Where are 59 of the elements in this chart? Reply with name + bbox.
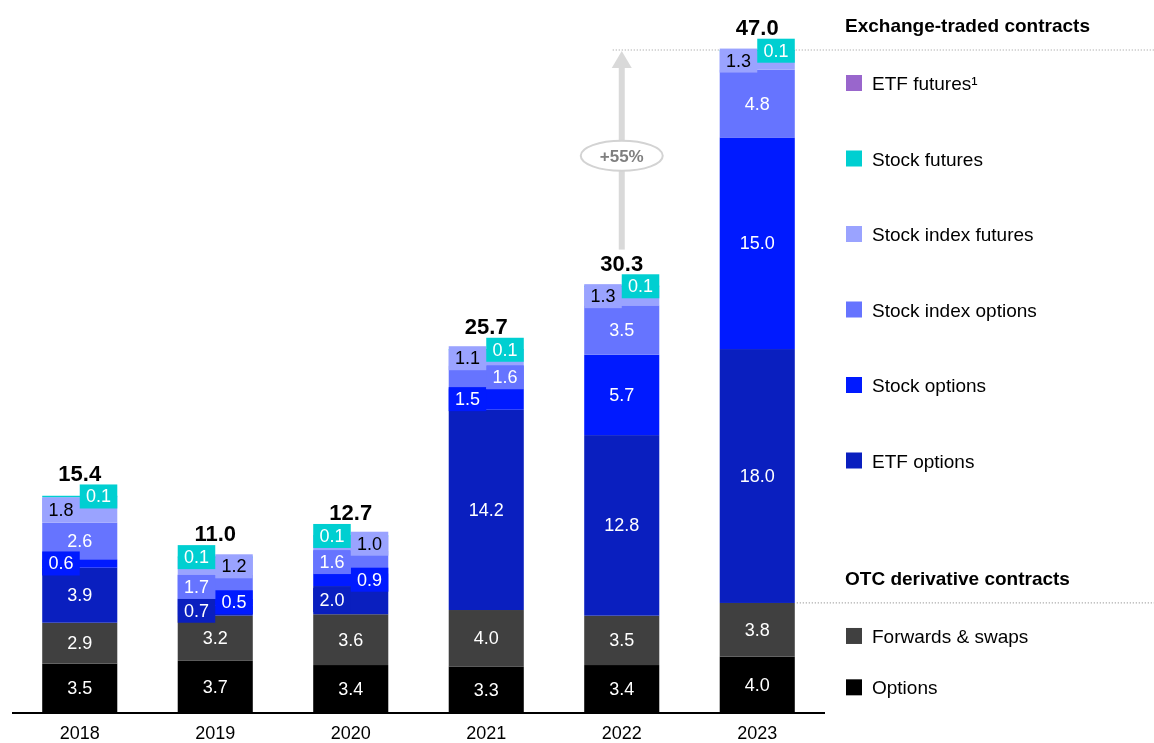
data-label: 0.1: [183, 547, 209, 568]
legend-label: Stock index futures: [872, 223, 1034, 245]
data-label: 3.7: [202, 676, 228, 697]
data-label: 0.1: [763, 40, 789, 61]
total-label: 12.7: [329, 500, 373, 526]
data-label: 2.6: [67, 530, 93, 551]
data-label: 3.5: [67, 678, 93, 699]
legend-label: Stock index options: [872, 299, 1037, 320]
data-label: 1.7: [183, 576, 209, 597]
total-label: 47.0: [735, 15, 779, 40]
data-label: 3.5: [609, 630, 635, 651]
data-label: 3.5: [609, 320, 635, 341]
legend-label: Options: [872, 676, 938, 698]
data-label: 3.2: [202, 628, 228, 649]
data-label: 3.3: [473, 679, 499, 700]
total-label: 15.4: [58, 460, 102, 486]
x-tick-label: 2020: [330, 723, 371, 743]
data-label: 5.7: [609, 384, 635, 405]
total-label: 30.3: [600, 250, 644, 276]
data-label: 1.8: [48, 499, 74, 520]
data-label: 1.6: [492, 367, 518, 388]
data-label: 0.1: [628, 276, 654, 297]
legend-label: Forwards & swaps: [872, 625, 1029, 647]
data-label: 3.4: [609, 679, 635, 700]
data-label: 4.0: [473, 628, 499, 649]
data-label: 2.0: [319, 590, 345, 611]
legend-label: Stock options: [872, 374, 987, 396]
legend-label: ETF options: [872, 450, 975, 471]
data-label: 1.2: [221, 556, 247, 577]
data-label: 0.6: [48, 553, 74, 574]
ref-line-label: Exchange-traded contracts: [845, 15, 1090, 36]
data-label: 0.9: [357, 569, 383, 590]
x-tick-label: 2021: [466, 723, 507, 743]
ref-line-label: OTC derivative contracts: [845, 567, 1070, 589]
data-label: 3.9: [67, 585, 93, 606]
annotation: +55%: [599, 146, 644, 166]
data-label: 12.8: [604, 515, 640, 536]
data-label: 15.0: [739, 233, 775, 254]
data-label: 3.8: [744, 619, 770, 640]
total-label: 11.0: [194, 521, 237, 547]
data-label: 3.4: [338, 679, 364, 700]
total-label: 25.7: [464, 314, 508, 340]
x-tick-label: 2022: [601, 723, 642, 743]
legend-label: ETF futures¹: [872, 72, 978, 94]
data-label: 4.0: [744, 674, 770, 695]
data-label: 1.3: [725, 50, 751, 71]
data-label: 1.3: [590, 286, 616, 307]
data-label: 3.6: [338, 629, 364, 650]
data-label: 18.0: [739, 466, 775, 487]
data-label: 0.1: [86, 486, 112, 507]
data-label: 4.8: [744, 93, 770, 114]
data-label: 1.6: [319, 552, 345, 573]
x-tick-label: 2019: [195, 723, 236, 743]
x-tick-label: 2018: [59, 723, 100, 743]
x-tick-label: 2023: [737, 723, 778, 743]
data-label: 14.2: [468, 499, 504, 520]
data-label: 1.5: [454, 389, 480, 410]
data-label: 2.9: [67, 633, 93, 654]
legend-label: Stock futures: [872, 148, 983, 169]
